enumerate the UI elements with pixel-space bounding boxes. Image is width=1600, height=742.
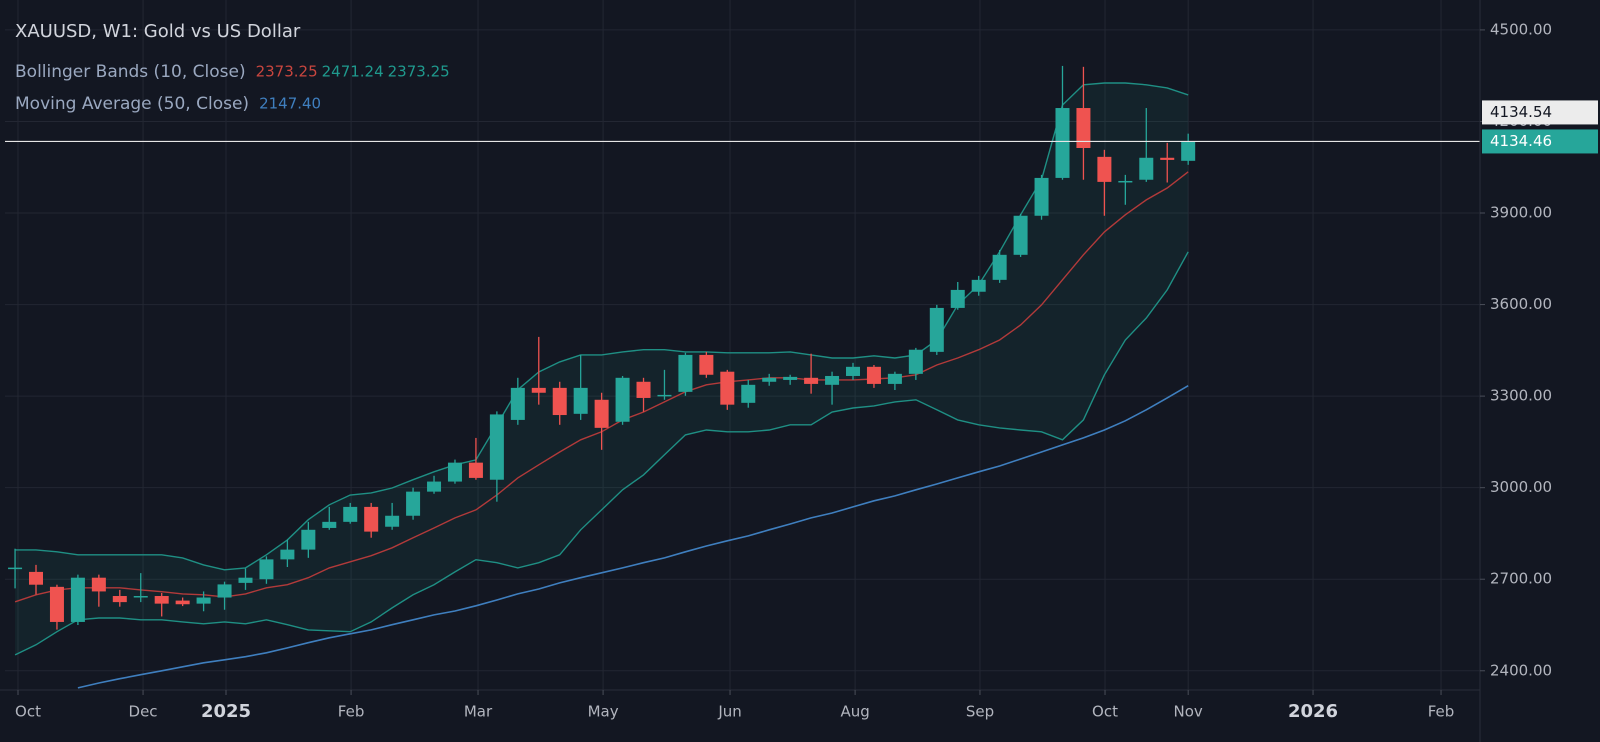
- candle-body: [929, 307, 944, 352]
- moving-average: [77, 385, 1189, 689]
- x-tick-label: Mar: [464, 703, 493, 721]
- x-tick-label: Aug: [840, 703, 869, 721]
- x-tick-label: Dec: [129, 703, 158, 721]
- candle-body: [364, 506, 379, 532]
- candle-body: [825, 375, 840, 385]
- candle-body: [112, 596, 127, 603]
- candle-body: [238, 577, 253, 583]
- candle-body: [992, 254, 1007, 280]
- candle-body: [280, 549, 295, 560]
- y-tick-label: 2700.00: [1490, 570, 1552, 588]
- candle-body: [406, 491, 421, 516]
- candle-body: [866, 366, 881, 384]
- price-label: 4134.54: [1490, 103, 1552, 121]
- y-tick-label: 4500.00: [1490, 20, 1552, 38]
- candle-body: [8, 567, 23, 570]
- legend-value: 2373.25: [388, 63, 450, 81]
- candle-body: [1013, 215, 1028, 255]
- candle-body: [531, 387, 546, 393]
- x-tick-label: Oct: [1092, 703, 1118, 721]
- grid: [5, 0, 1480, 690]
- x-tick-label: 2026: [1288, 701, 1338, 722]
- legend: Bollinger Bands (10, Close) 2373.25 2471.2…: [15, 62, 450, 114]
- candle-body: [385, 515, 400, 527]
- candle-body: [175, 600, 190, 605]
- candle-body: [950, 289, 965, 308]
- candle-body: [1160, 157, 1175, 160]
- x-tick-label: Sep: [966, 703, 994, 721]
- band-upper: [15, 82, 1189, 571]
- band-lower: [14, 251, 1189, 656]
- candle-body: [447, 462, 462, 482]
- price-label-box: [1482, 100, 1598, 125]
- price-label: 4134.46: [1490, 132, 1552, 150]
- plot: [5, 65, 1480, 689]
- x-tick-label: Oct: [15, 703, 41, 721]
- candle-body: [552, 387, 567, 416]
- y-tick-label: 2400.00: [1490, 661, 1552, 679]
- candle-body: [573, 387, 588, 414]
- legend-value: 2471.24: [322, 63, 384, 81]
- candle-body: [91, 577, 106, 592]
- candle-body: [678, 354, 693, 392]
- candle-body: [301, 529, 316, 550]
- candle-body: [259, 559, 274, 580]
- candle-body: [699, 354, 714, 375]
- candle-body: [720, 371, 735, 405]
- candle-body: [1034, 177, 1049, 216]
- price-label-box: [1482, 129, 1598, 154]
- candle-body: [971, 279, 986, 292]
- x-tick-label: Nov: [1174, 703, 1203, 721]
- y-tick-label: 3900.00: [1490, 204, 1552, 222]
- candle-body: [1055, 108, 1070, 178]
- candle-body: [154, 596, 169, 604]
- band-fill: [15, 83, 1189, 655]
- x-tick-label: Feb: [338, 703, 365, 721]
- candle-body: [783, 376, 798, 380]
- candle-body: [343, 506, 358, 522]
- candle-body: [49, 586, 64, 622]
- candle-body: [322, 521, 337, 528]
- x-tick-label: Jun: [717, 703, 741, 721]
- y-tick-label: 3300.00: [1490, 387, 1552, 405]
- legend-value: 2373.25: [256, 63, 318, 81]
- x-tick-label: May: [588, 703, 619, 721]
- candle-body: [804, 377, 819, 384]
- x-tick-label: 2025: [201, 701, 251, 722]
- candle-body: [887, 373, 902, 384]
- candle-body: [762, 377, 777, 382]
- candle-body: [70, 577, 85, 622]
- candle-body: [1139, 157, 1154, 180]
- candle-body: [29, 571, 44, 585]
- candle-body: [636, 381, 651, 398]
- legend-name: Moving Average (50, Close): [15, 94, 249, 114]
- y-tick-label: 3000.00: [1490, 478, 1552, 496]
- axes: 2400.00 2700.00 3000.00 3300.00 3600.00 3900.…: [15, 20, 1598, 722]
- candle-body: [615, 377, 630, 422]
- candle-body: [657, 394, 672, 397]
- candle-body: [1097, 156, 1112, 182]
- candle-body: [908, 349, 923, 374]
- candle-body: [846, 366, 861, 376]
- y-tick-label: 3600.00: [1490, 295, 1552, 313]
- candle-body: [1181, 141, 1196, 161]
- candle-body: [217, 584, 232, 598]
- x-tick-label: Feb: [1428, 703, 1455, 721]
- candle-body: [468, 462, 483, 478]
- candle-body: [1076, 108, 1091, 149]
- candle-body: [741, 384, 756, 403]
- candle-body: [489, 414, 504, 480]
- candle-body: [594, 399, 609, 428]
- candle-body: [196, 597, 211, 604]
- candle-body: [133, 596, 148, 598]
- chart-title: XAUUSD, W1: Gold vs US Dollar: [15, 21, 301, 42]
- legend-name: Bollinger Bands (10, Close): [15, 62, 246, 82]
- legend-value: 2147.40: [259, 95, 321, 113]
- candle-body: [427, 481, 442, 492]
- candle-body: [510, 387, 525, 420]
- candle-body: [1118, 180, 1133, 183]
